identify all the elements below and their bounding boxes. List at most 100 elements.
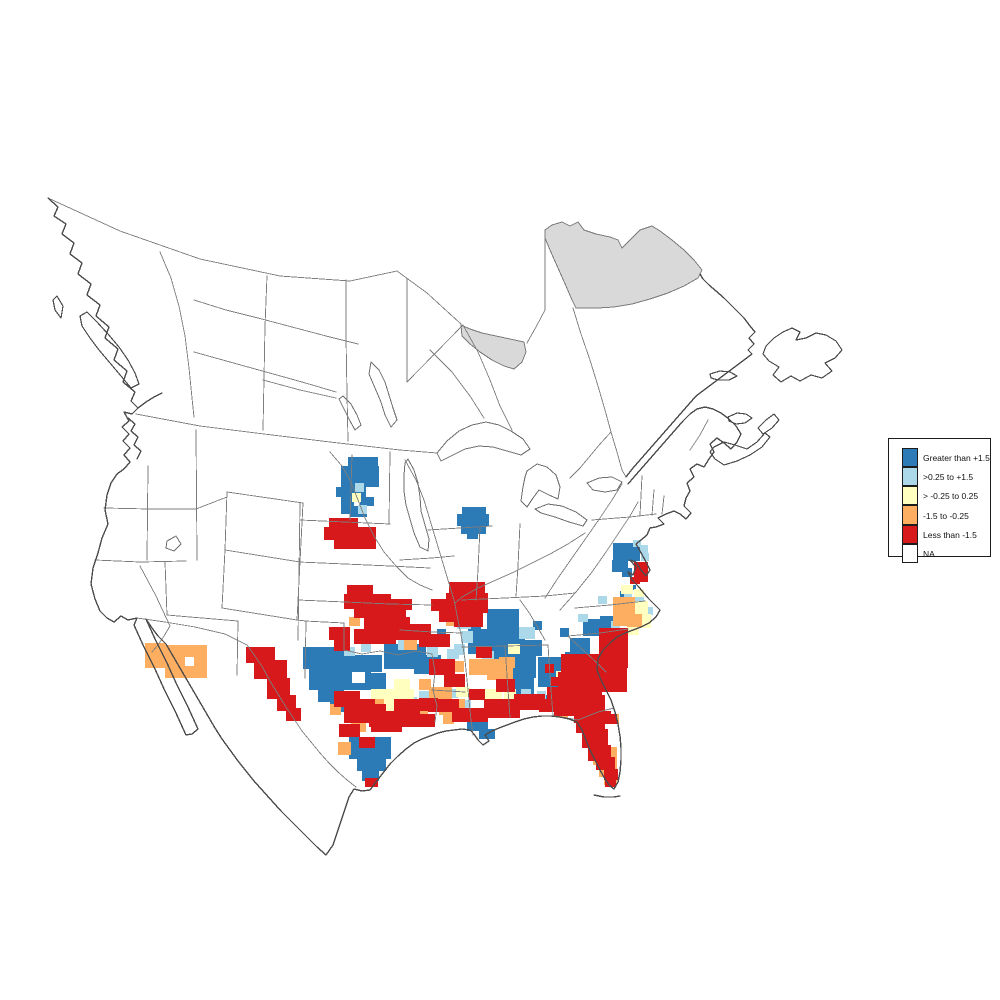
border-line bbox=[567, 635, 607, 673]
border-line bbox=[136, 617, 357, 788]
grid-cell bbox=[329, 518, 358, 529]
grid-cell bbox=[404, 639, 417, 650]
grid-cell bbox=[504, 689, 516, 699]
cells-R bbox=[246, 518, 648, 787]
border-line bbox=[139, 565, 171, 627]
grid-cell bbox=[354, 629, 396, 644]
grid-cell bbox=[324, 527, 376, 540]
border-line bbox=[559, 501, 639, 611]
grid-cell bbox=[499, 657, 515, 668]
grid-cell bbox=[508, 644, 520, 654]
border-line bbox=[262, 379, 337, 399]
grid-cell bbox=[467, 533, 478, 539]
grid-cell bbox=[439, 610, 465, 622]
border-line bbox=[193, 299, 359, 345]
border-line bbox=[304, 620, 345, 651]
border-line bbox=[236, 620, 239, 676]
legend-item-1: Greater than +1.5 bbox=[889, 447, 990, 467]
grid-cell bbox=[599, 628, 628, 649]
grid-cell bbox=[461, 631, 473, 643]
grid-cell bbox=[599, 649, 628, 668]
grid-cell bbox=[484, 689, 502, 700]
grid-cell bbox=[357, 757, 386, 771]
border-line bbox=[146, 465, 149, 561]
grid-cell bbox=[578, 614, 588, 622]
grid-cell bbox=[365, 778, 378, 787]
border-line bbox=[151, 625, 171, 653]
border-line bbox=[94, 559, 187, 563]
grid-cell bbox=[334, 691, 360, 707]
grid-cell bbox=[551, 677, 560, 686]
grid-cell bbox=[621, 585, 633, 594]
border-line bbox=[461, 592, 576, 601]
grid-cell bbox=[613, 543, 640, 561]
grid-cell bbox=[605, 780, 616, 787]
grid-cell bbox=[630, 577, 640, 584]
nova-scotia bbox=[709, 432, 771, 466]
grid-cell bbox=[330, 704, 341, 715]
grid-cell bbox=[596, 757, 615, 770]
border-line bbox=[406, 278, 464, 383]
border-line bbox=[591, 513, 657, 521]
newfoundland bbox=[762, 327, 843, 383]
lake-ontario bbox=[586, 476, 623, 493]
border-line bbox=[404, 459, 474, 736]
grid-cell bbox=[339, 724, 360, 737]
coastline bbox=[593, 794, 621, 798]
legend-label: >0.25 to +1.5 bbox=[923, 471, 974, 482]
grid-cell bbox=[185, 657, 194, 666]
grid-cell bbox=[286, 708, 301, 721]
grid-cell bbox=[429, 659, 455, 675]
border-line bbox=[639, 475, 643, 516]
lake-winnipeg bbox=[368, 361, 398, 428]
grid-cell bbox=[404, 714, 435, 727]
border-line bbox=[427, 525, 493, 531]
border-line bbox=[195, 429, 198, 561]
legend-item-6: NA bbox=[889, 543, 990, 564]
grid-cell bbox=[381, 690, 396, 701]
border-line bbox=[262, 275, 268, 431]
grid-cell bbox=[487, 667, 513, 680]
border-line bbox=[349, 454, 353, 521]
grid-cell bbox=[451, 661, 464, 672]
border-line bbox=[329, 451, 433, 591]
grid-cell bbox=[419, 691, 429, 700]
grid-cell bbox=[352, 672, 365, 683]
border-line bbox=[462, 324, 513, 431]
border-line bbox=[135, 413, 438, 454]
grid-cell bbox=[454, 699, 465, 708]
no-data-region-northern-quebec bbox=[544, 221, 703, 309]
legend-swatch bbox=[902, 524, 918, 544]
lakes bbox=[165, 361, 623, 552]
grid-cell bbox=[334, 640, 350, 651]
grid-cell bbox=[443, 715, 454, 724]
grid-cell bbox=[347, 585, 373, 596]
legend-item-5: Less than -1.5 bbox=[889, 524, 990, 544]
grid-cell bbox=[419, 679, 431, 690]
border-line bbox=[195, 496, 228, 510]
legend-swatch bbox=[902, 505, 918, 525]
lake-erie bbox=[534, 503, 588, 527]
state-province-borders bbox=[47, 197, 709, 788]
border-line bbox=[544, 483, 623, 599]
grid-cell bbox=[461, 526, 486, 534]
grid-cell bbox=[457, 514, 489, 526]
grid-cell bbox=[344, 594, 391, 609]
border-line bbox=[221, 549, 301, 621]
border-line bbox=[399, 629, 463, 634]
border-line bbox=[569, 431, 612, 479]
border-line bbox=[526, 230, 546, 344]
grid-cell bbox=[448, 689, 458, 698]
grid-cell bbox=[348, 457, 378, 466]
grid-cell bbox=[484, 699, 520, 718]
no-data-region-north-central-canada bbox=[460, 324, 527, 370]
legend-label: NA bbox=[923, 549, 935, 560]
grid-cell bbox=[622, 568, 632, 577]
grid-cell bbox=[427, 647, 438, 657]
grid-cell bbox=[394, 699, 420, 715]
grid-cell bbox=[359, 737, 375, 748]
legend-item-3: > -0.25 to 0.25 bbox=[889, 486, 990, 506]
legend-swatch bbox=[902, 543, 918, 564]
grid-cell bbox=[594, 666, 627, 692]
